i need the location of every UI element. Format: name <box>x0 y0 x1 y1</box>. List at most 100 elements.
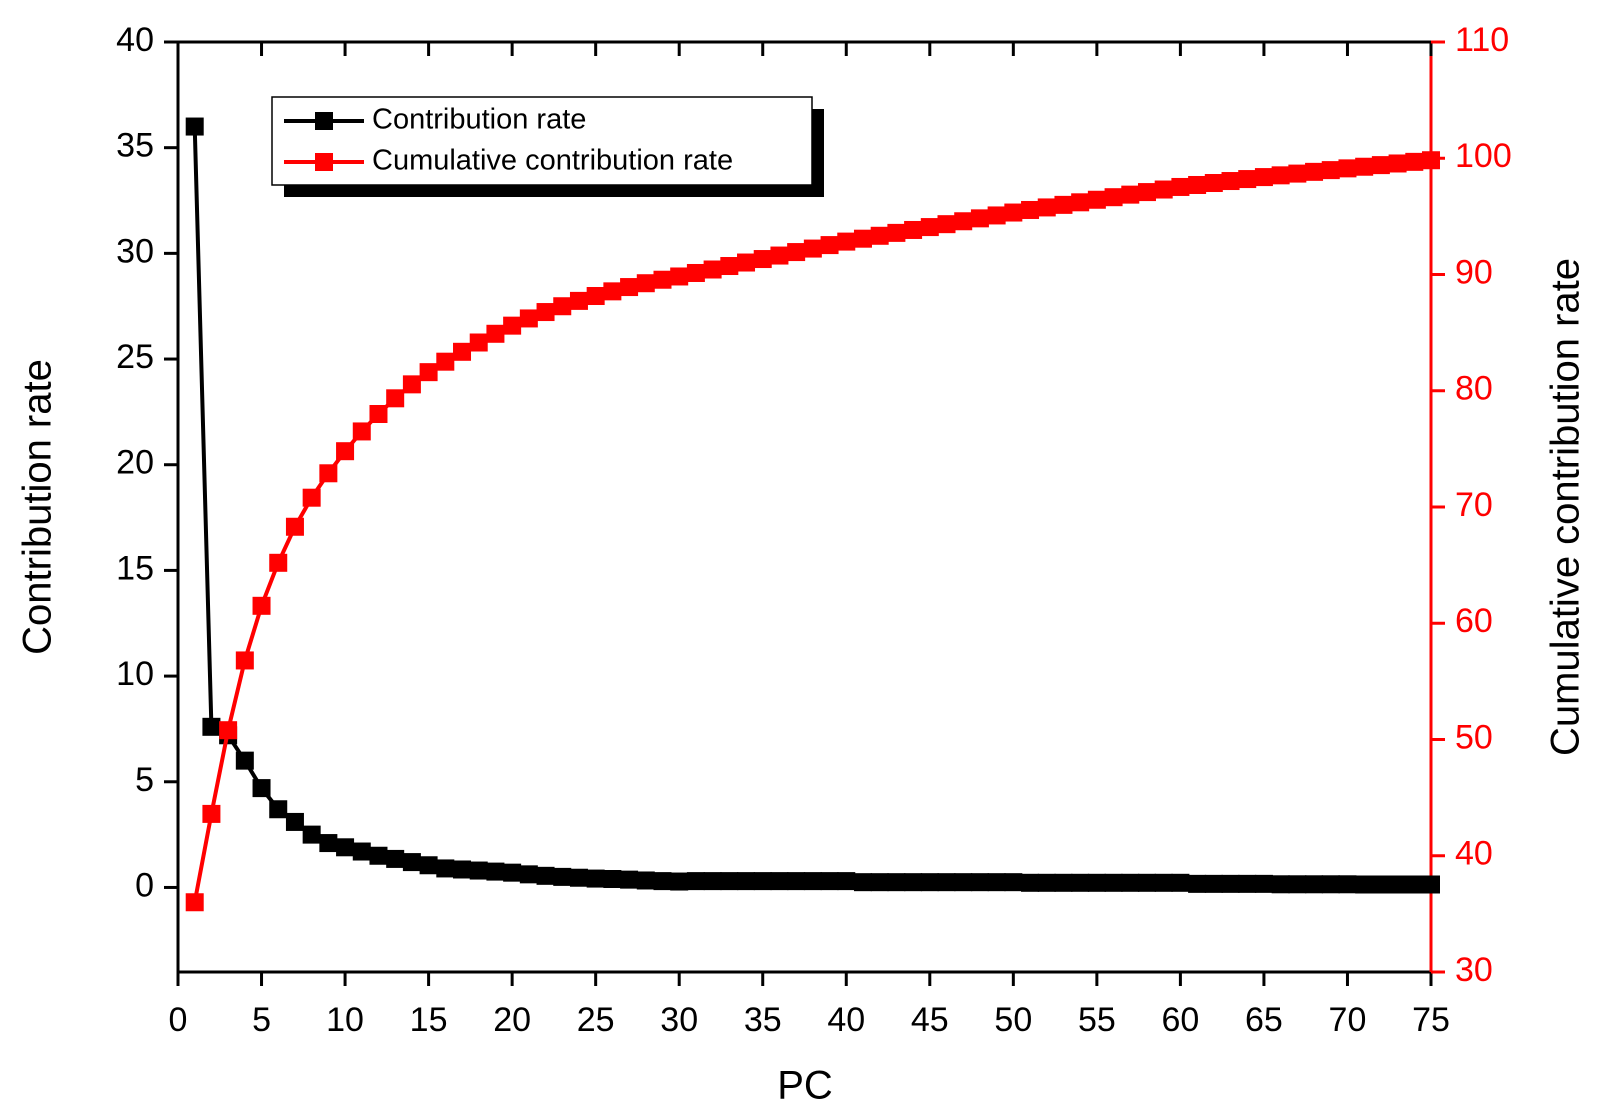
marker <box>336 838 355 857</box>
y-tick-label: 15 <box>116 549 154 587</box>
marker <box>1054 873 1073 892</box>
marker <box>1305 875 1324 894</box>
marker <box>352 842 371 861</box>
marker <box>453 860 472 879</box>
marker <box>1087 873 1106 892</box>
marker <box>853 873 872 892</box>
marker <box>1154 180 1173 199</box>
y-tick-label: 40 <box>116 21 154 59</box>
marker <box>336 442 355 461</box>
marker <box>1188 874 1207 893</box>
marker <box>503 316 522 335</box>
marker <box>837 232 856 251</box>
marker <box>436 352 455 371</box>
y2-tick-label: 110 <box>1455 21 1509 59</box>
marker <box>1388 154 1407 173</box>
x-tick-label: 40 <box>827 1001 865 1039</box>
marker <box>586 869 605 888</box>
marker <box>1204 174 1223 193</box>
marker <box>904 220 923 239</box>
marker <box>670 872 689 891</box>
marker <box>553 297 572 316</box>
marker <box>1071 873 1090 892</box>
marker <box>770 872 789 891</box>
y-tick-label: 25 <box>116 338 154 376</box>
marker <box>185 893 204 912</box>
x-tick-label: 70 <box>1329 1001 1367 1039</box>
marker <box>1338 159 1357 178</box>
marker <box>319 834 338 853</box>
y-tick-label: 5 <box>135 761 154 799</box>
marker <box>954 212 973 231</box>
marker <box>1154 873 1173 892</box>
marker <box>536 303 555 322</box>
legend <box>271 96 813 186</box>
marker <box>1355 157 1374 176</box>
marker <box>1188 175 1207 194</box>
legend-label: Contribution rate <box>372 104 586 136</box>
marker <box>569 868 588 887</box>
marker <box>1071 193 1090 212</box>
marker <box>1422 151 1440 170</box>
marker <box>1037 873 1056 892</box>
marker <box>603 870 622 888</box>
series-line <box>192 158 1432 903</box>
marker <box>686 263 705 282</box>
marker <box>586 287 605 306</box>
marker <box>419 856 438 875</box>
y-tick-label: 35 <box>116 127 154 165</box>
marker <box>1004 203 1023 222</box>
marker <box>820 872 839 891</box>
marker <box>352 422 371 441</box>
marker <box>1137 183 1156 202</box>
marker <box>1021 873 1040 892</box>
marker <box>703 260 722 279</box>
marker <box>519 865 538 884</box>
marker <box>870 226 889 245</box>
marker <box>1087 190 1106 209</box>
y-tick-label: 10 <box>116 655 154 693</box>
marker <box>1221 172 1240 191</box>
marker <box>536 866 555 885</box>
y-tick-label: 20 <box>116 444 154 482</box>
y2-tick-label: 60 <box>1455 602 1493 640</box>
x-tick-label: 55 <box>1078 1001 1116 1039</box>
marker <box>1054 195 1073 214</box>
marker <box>787 872 806 891</box>
marker <box>1321 161 1340 180</box>
marker <box>1121 185 1140 204</box>
marker <box>686 872 705 891</box>
marker <box>1371 875 1390 894</box>
marker <box>620 278 639 297</box>
marker <box>1221 874 1240 893</box>
marker <box>1371 156 1390 175</box>
marker <box>369 405 388 423</box>
y2-tick-label: 90 <box>1455 253 1493 291</box>
marker <box>1171 873 1190 892</box>
marker <box>185 117 204 136</box>
x-tick-label: 0 <box>169 1001 188 1039</box>
marker <box>1321 875 1340 894</box>
marker <box>402 853 421 872</box>
x-tick-label: 65 <box>1245 1001 1283 1039</box>
marker <box>737 253 756 272</box>
x-tick-label: 20 <box>493 1001 531 1039</box>
marker <box>954 873 973 892</box>
marker <box>720 872 739 891</box>
marker <box>787 243 806 262</box>
marker <box>1254 168 1273 187</box>
x-tick-label: 35 <box>744 1001 782 1039</box>
marker <box>1121 873 1140 892</box>
marker <box>469 333 488 352</box>
marker <box>1388 875 1407 894</box>
marker <box>987 873 1006 892</box>
marker <box>737 872 756 891</box>
marker <box>937 215 956 234</box>
marker <box>486 862 505 881</box>
x-tick-label: 60 <box>1161 1001 1199 1039</box>
marker <box>1288 875 1307 894</box>
y-tick-label: 30 <box>116 232 154 270</box>
marker <box>436 859 455 878</box>
x-tick-label: 75 <box>1412 1001 1450 1039</box>
marker <box>970 209 989 228</box>
